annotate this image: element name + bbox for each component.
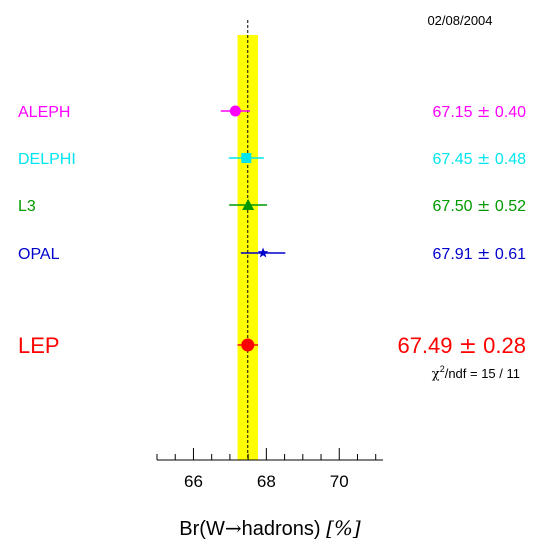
arrow-symbol: → [225, 516, 242, 540]
lep-average-band [237, 20, 258, 460]
x-axis-title-suffix: hadrons) [242, 518, 327, 540]
measurement-lep [237, 338, 258, 352]
x-tick-label: 70 [330, 472, 349, 491]
delphi-marker [241, 153, 252, 163]
chi-ndf-text: /ndf = 15 / 11 [445, 366, 520, 381]
measurement-aleph [220, 105, 250, 117]
l3-marker [242, 199, 255, 210]
delphi-error: 0.48 [490, 151, 526, 168]
opal-value: 67.91 [433, 246, 477, 263]
opal-error: 0.61 [490, 246, 526, 263]
opal-marker [257, 247, 269, 258]
x-axis-title: Br(W→hadrons) [%] [179, 516, 361, 540]
aleph-error: 0.40 [490, 104, 526, 121]
date-label: 02/08/2004 [427, 13, 492, 28]
opal-plus-minus: ± [477, 244, 490, 263]
delphi-value-label: 67.45 ± 0.48 [433, 149, 527, 168]
aleph-value-label: 67.15 ± 0.40 [433, 102, 527, 121]
x-tick-label: 66 [184, 472, 203, 491]
lep-marker [241, 338, 255, 352]
x-axis: 66 68 70 [156, 448, 383, 491]
lep-plus-minus: ± [459, 334, 477, 359]
aleph-plus-minus: ± [477, 102, 490, 121]
l3-name-label: L3 [18, 198, 36, 215]
delphi-plus-minus: ± [477, 149, 490, 168]
l3-value: 67.50 [433, 198, 477, 215]
measurement-delphi [228, 153, 264, 163]
lep-value-label: 67.49 ± 0.28 [397, 333, 526, 359]
x-tick-label: 68 [257, 472, 276, 491]
l3-plus-minus: ± [477, 196, 490, 215]
l3-value-label: 67.50 ± 0.52 [433, 196, 527, 215]
aleph-marker [229, 105, 241, 117]
x-axis-title-prefix: Br(W [179, 518, 225, 540]
opal-name-label: OPAL [18, 246, 60, 263]
measurement-l3 [229, 199, 268, 210]
l3-error: 0.52 [490, 198, 526, 215]
measurements [220, 105, 286, 352]
lep-value: 67.49 [397, 333, 458, 358]
labels: ALEPH 67.15 ± 0.40 DELPHI 67.45 ± 0.48 L3 67.… [18, 102, 526, 359]
lep-name-label: LEP [18, 333, 60, 358]
x-axis-unit: [%] [326, 516, 361, 540]
chi2-ndf-label: χ2/ndf = 15 / 11 [432, 364, 520, 382]
chi-exponent: 2 [440, 364, 445, 374]
aleph-value: 67.15 [433, 104, 477, 121]
lep-error: 0.28 [477, 333, 526, 358]
delphi-value: 67.45 [433, 151, 477, 168]
aleph-name-label: ALEPH [18, 104, 70, 121]
chi-symbol: χ [432, 367, 440, 382]
delphi-name-label: DELPHI [18, 151, 76, 168]
measurement-opal [240, 247, 286, 258]
opal-value-label: 67.91 ± 0.61 [433, 244, 527, 263]
